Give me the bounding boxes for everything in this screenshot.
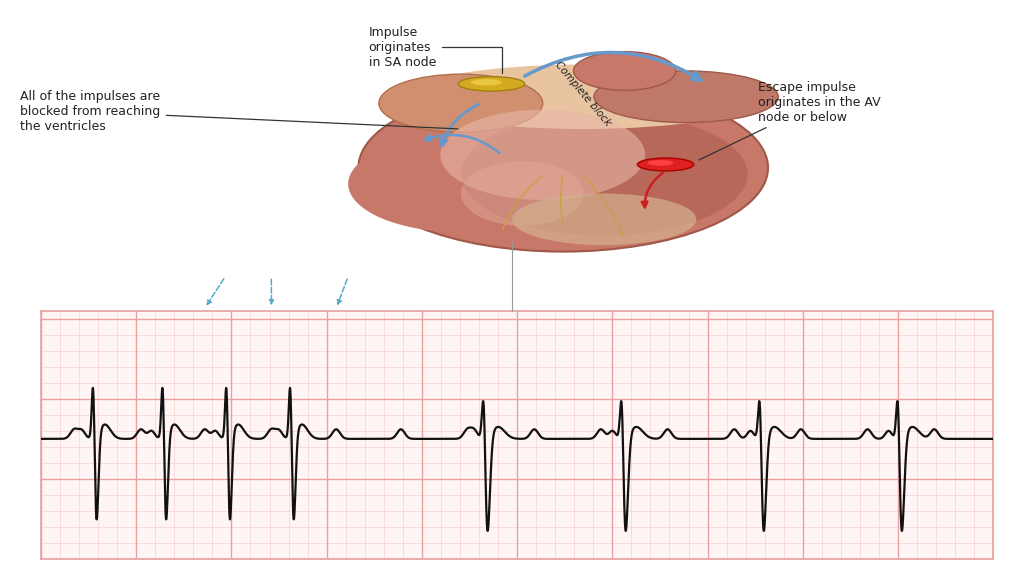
Ellipse shape [404,65,763,129]
Ellipse shape [471,79,502,85]
Ellipse shape [379,74,543,132]
Ellipse shape [461,161,584,226]
Ellipse shape [440,109,645,200]
Ellipse shape [358,84,768,252]
Ellipse shape [461,113,748,236]
Ellipse shape [512,194,696,245]
Ellipse shape [594,71,778,123]
Text: Escape impulse
originates in the AV
node or below: Escape impulse originates in the AV node… [698,81,881,160]
Ellipse shape [459,77,525,91]
Ellipse shape [637,158,694,171]
Ellipse shape [348,135,573,232]
Text: All of the impulses are
blocked from reaching
the ventricles: All of the impulses are blocked from rea… [20,90,458,133]
Text: Impulse
originates
in SA node: Impulse originates in SA node [369,26,502,73]
Ellipse shape [573,52,676,90]
Ellipse shape [648,160,674,166]
Text: Complete block: Complete block [553,59,612,128]
